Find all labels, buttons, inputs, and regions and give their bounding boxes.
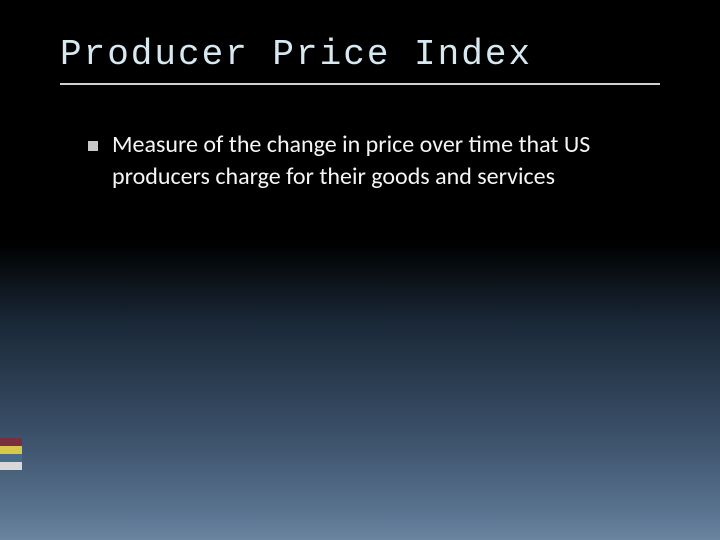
slide-title: Producer Price Index	[0, 0, 720, 83]
accent-seg-2	[0, 454, 22, 462]
accent-seg-1	[0, 446, 22, 454]
accent-bar	[0, 438, 22, 470]
accent-seg-3	[0, 462, 22, 470]
accent-seg-0	[0, 438, 22, 446]
slide: Producer Price Index Measure of the chan…	[0, 0, 720, 540]
bullet-item: Measure of the change in price over time…	[88, 129, 650, 192]
bullet-text: Measure of the change in price over time…	[112, 129, 632, 192]
content-area: Measure of the change in price over time…	[0, 85, 720, 192]
bullet-marker-icon	[88, 141, 98, 151]
